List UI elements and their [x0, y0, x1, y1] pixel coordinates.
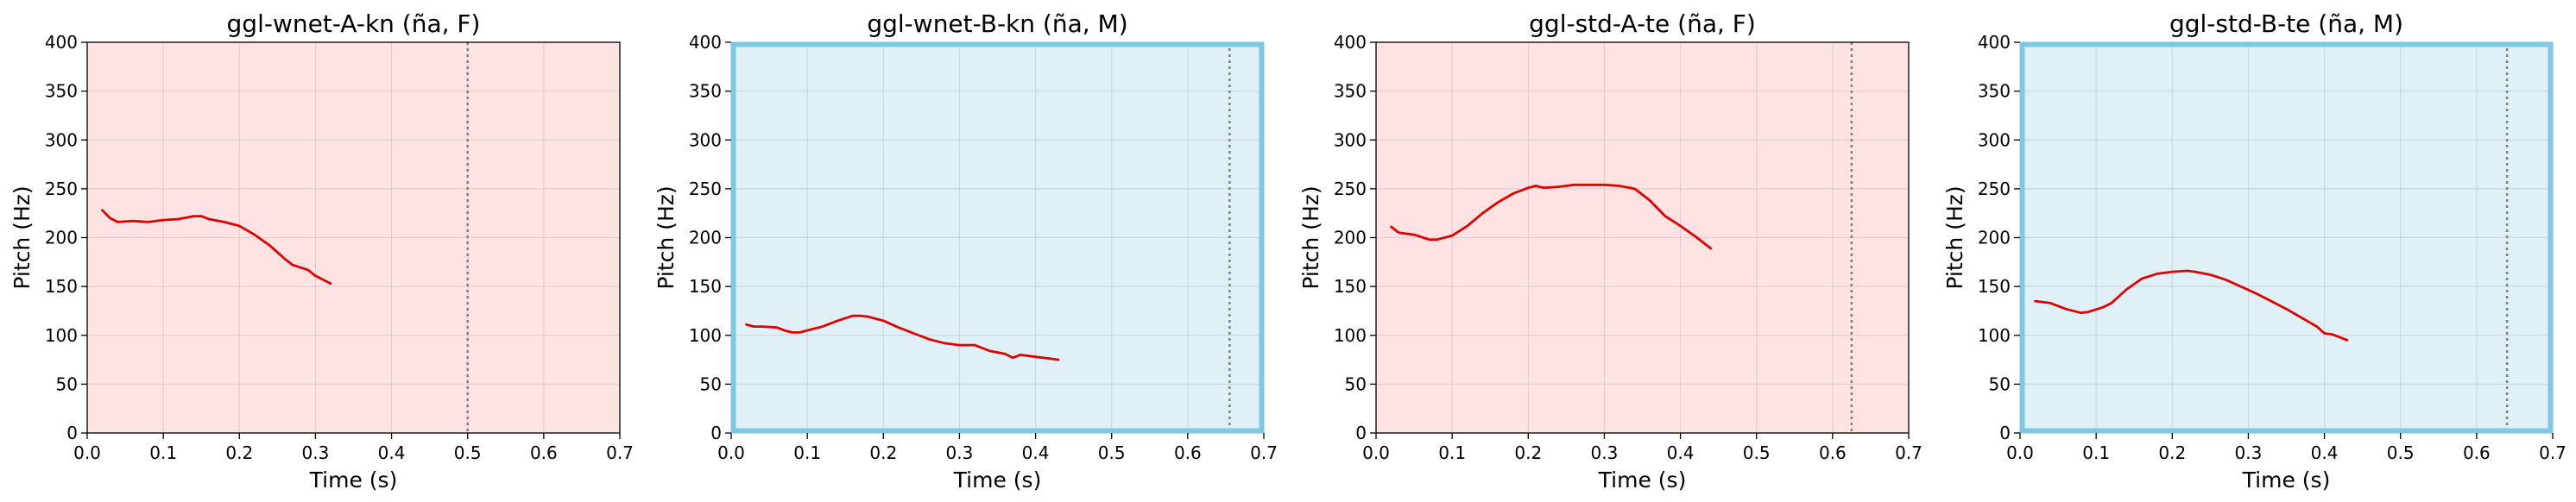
- y-tick-label: 400: [689, 32, 722, 53]
- y-axis-label: Pitch (Hz): [1298, 185, 1323, 289]
- x-tick-label: 0.3: [2235, 442, 2263, 463]
- x-tick-label: 0.7: [2539, 442, 2567, 463]
- y-tick-label: 200: [1334, 228, 1367, 248]
- y-tick-label: 100: [45, 325, 78, 346]
- plot-background: [87, 42, 620, 433]
- x-tick-label: 0.3: [302, 442, 330, 463]
- x-axis-label: Time (s): [2242, 467, 2331, 493]
- highlight-border: [2019, 41, 2554, 434]
- subplot-2: 0.0 0.1 0.2 0.3 0.4 0.5 0.6 0.7 0 50 100 150 200 250 3…: [653, 9, 1278, 493]
- y-tick-label: 150: [45, 276, 78, 297]
- y-tick-label: 400: [45, 32, 78, 53]
- x-axis-label: Time (s): [1598, 467, 1687, 493]
- y-tick-label: 350: [689, 81, 722, 102]
- x-tick-label: 0.7: [1895, 442, 1923, 463]
- y-axis-label: Pitch (Hz): [1942, 185, 1967, 289]
- y-tick-label: 300: [1978, 129, 2011, 150]
- y-tick-label: 350: [1978, 81, 2011, 102]
- x-tick-label: 0.2: [225, 442, 253, 463]
- chart-title: ggl-std-A-te (ña, F): [1529, 9, 1756, 38]
- x-tick-label: 0.5: [1743, 442, 1771, 463]
- y-axis-label: Pitch (Hz): [653, 185, 679, 289]
- y-tick-label: 0: [1355, 423, 1367, 443]
- y-tick-label: 100: [1978, 325, 2011, 346]
- plot-background: [2020, 42, 2553, 433]
- y-tick-label: 150: [1334, 276, 1367, 297]
- y-tick-label: 50: [1989, 373, 2011, 394]
- x-tick-label: 0.1: [2082, 442, 2110, 463]
- pitch-contour-line: [2034, 269, 2349, 342]
- y-tick-label: 100: [689, 325, 722, 346]
- y-tick-label: 350: [1334, 81, 1367, 102]
- x-tick-label: 0.0: [73, 442, 101, 463]
- x-tick-label: 0.0: [717, 442, 745, 463]
- y-tick-label: 0: [1999, 423, 2011, 443]
- pitch-contour-line: [101, 209, 332, 286]
- x-tick-label: 0.7: [1250, 442, 1278, 463]
- y-tick-label: 250: [1978, 179, 2011, 199]
- y-tick-label: 350: [45, 81, 78, 102]
- y-tick-label: 0: [66, 423, 78, 443]
- y-tick-label: 250: [45, 179, 78, 199]
- pitch-contour-line: [1390, 183, 1713, 250]
- y-tick-label: 150: [1978, 276, 2011, 297]
- subplot-3: 0.0 0.1 0.2 0.3 0.4 0.5 0.6 0.7 0 50 100 150 200 250 3…: [1298, 9, 1923, 493]
- chart-title: ggl-std-B-te (ña, M): [2169, 9, 2403, 38]
- y-tick-label: 50: [1345, 373, 1367, 394]
- y-tick-label: 200: [689, 228, 722, 248]
- plot-background: [1376, 42, 1909, 433]
- x-tick-label: 0.7: [606, 442, 634, 463]
- x-tick-label: 0.4: [2311, 442, 2339, 463]
- x-tick-label: 0.4: [1667, 442, 1695, 463]
- x-axis-label: Time (s): [953, 467, 1042, 493]
- y-tick-label: 50: [56, 373, 78, 394]
- chart-title: ggl-wnet-B-kn (ña, M): [867, 9, 1127, 38]
- y-tick-label: 200: [45, 228, 78, 248]
- x-tick-label: 0.5: [1098, 442, 1126, 463]
- y-tick-label: 300: [689, 129, 722, 150]
- x-tick-label: 0.2: [869, 442, 897, 463]
- y-tick-label: 150: [689, 276, 722, 297]
- pitch-contour-line: [745, 314, 1060, 361]
- x-axis-label: Time (s): [309, 467, 398, 493]
- x-tick-label: 0.6: [1819, 442, 1847, 463]
- subplot-4: 0.0 0.1 0.2 0.3 0.4 0.5 0.6 0.7 0 50 100 150 200 250 3…: [1942, 9, 2567, 493]
- x-tick-label: 0.5: [2387, 442, 2415, 463]
- y-tick-label: 250: [689, 179, 722, 199]
- y-tick-label: 0: [710, 423, 722, 443]
- x-tick-label: 0.4: [1022, 442, 1050, 463]
- chart-title: ggl-wnet-A-kn (ña, F): [227, 9, 481, 38]
- x-tick-label: 0.1: [793, 442, 821, 463]
- plot-background: [731, 42, 1264, 433]
- y-tick-label: 250: [1334, 179, 1367, 199]
- x-tick-label: 0.2: [1514, 442, 1542, 463]
- highlight-border: [730, 41, 1265, 434]
- x-tick-label: 0.6: [530, 442, 558, 463]
- x-tick-label: 0.1: [1438, 442, 1466, 463]
- x-tick-label: 0.4: [378, 442, 406, 463]
- x-tick-label: 0.6: [2463, 442, 2491, 463]
- x-tick-label: 0.3: [946, 442, 974, 463]
- x-tick-label: 0.3: [1591, 442, 1619, 463]
- y-tick-label: 300: [45, 129, 78, 150]
- x-tick-label: 0.2: [2158, 442, 2186, 463]
- x-tick-label: 0.1: [149, 442, 177, 463]
- y-tick-label: 400: [1334, 32, 1367, 53]
- x-tick-label: 0.0: [1362, 442, 1390, 463]
- y-tick-label: 300: [1334, 129, 1367, 150]
- x-tick-label: 0.6: [1174, 442, 1202, 463]
- y-tick-label: 50: [700, 373, 722, 394]
- y-tick-label: 100: [1334, 325, 1367, 346]
- x-tick-label: 0.0: [2006, 442, 2034, 463]
- y-tick-label: 400: [1978, 32, 2011, 53]
- subplot-1: 0.0 0.1 0.2 0.3 0.4 0.5 0.6 0.7 0 50 100 150 200 250 3…: [9, 9, 634, 493]
- y-axis-label: Pitch (Hz): [9, 185, 35, 289]
- y-tick-label: 200: [1978, 228, 2011, 248]
- x-tick-label: 0.5: [454, 442, 482, 463]
